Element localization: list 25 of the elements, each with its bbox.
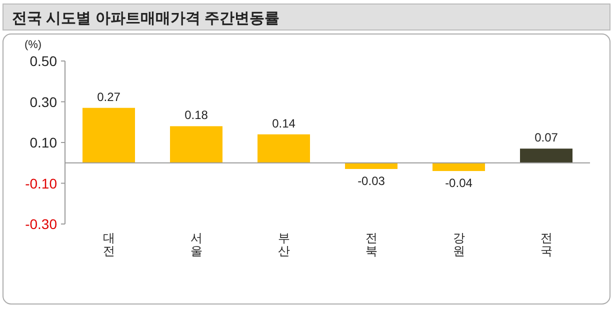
- data-label: 0.07: [534, 130, 558, 145]
- x-tick-label: 대전: [102, 231, 115, 258]
- y-axis-title: (%): [24, 39, 42, 51]
- y-tick-label: 0.50: [30, 53, 58, 69]
- x-tick-label: 강원: [452, 231, 465, 258]
- y-tick-label: 0.30: [30, 94, 58, 110]
- bar: [345, 162, 398, 169]
- x-tick-label: 전국: [540, 231, 552, 258]
- y-tick-label: -0.10: [25, 175, 58, 192]
- data-label: 0.27: [97, 90, 121, 104]
- x-tick-label: 부산: [278, 231, 290, 258]
- bar: [520, 148, 572, 163]
- data-label: -0.04: [445, 176, 473, 190]
- bar: [170, 126, 222, 163]
- bar: [82, 108, 135, 163]
- bar: [258, 134, 310, 163]
- data-label: -0.03: [358, 174, 386, 188]
- bar: [432, 162, 485, 172]
- chart-title: 전국 시도별 아파트매매가격 주간변동률: [12, 10, 280, 27]
- y-tick-label: 0.10: [30, 134, 58, 150]
- data-label: 0.18: [184, 108, 208, 122]
- data-label: 0.14: [272, 116, 296, 130]
- x-tick-label: 전북: [365, 231, 378, 258]
- y-tick-label: -0.30: [25, 216, 58, 232]
- x-tick-label: 서울: [190, 231, 202, 258]
